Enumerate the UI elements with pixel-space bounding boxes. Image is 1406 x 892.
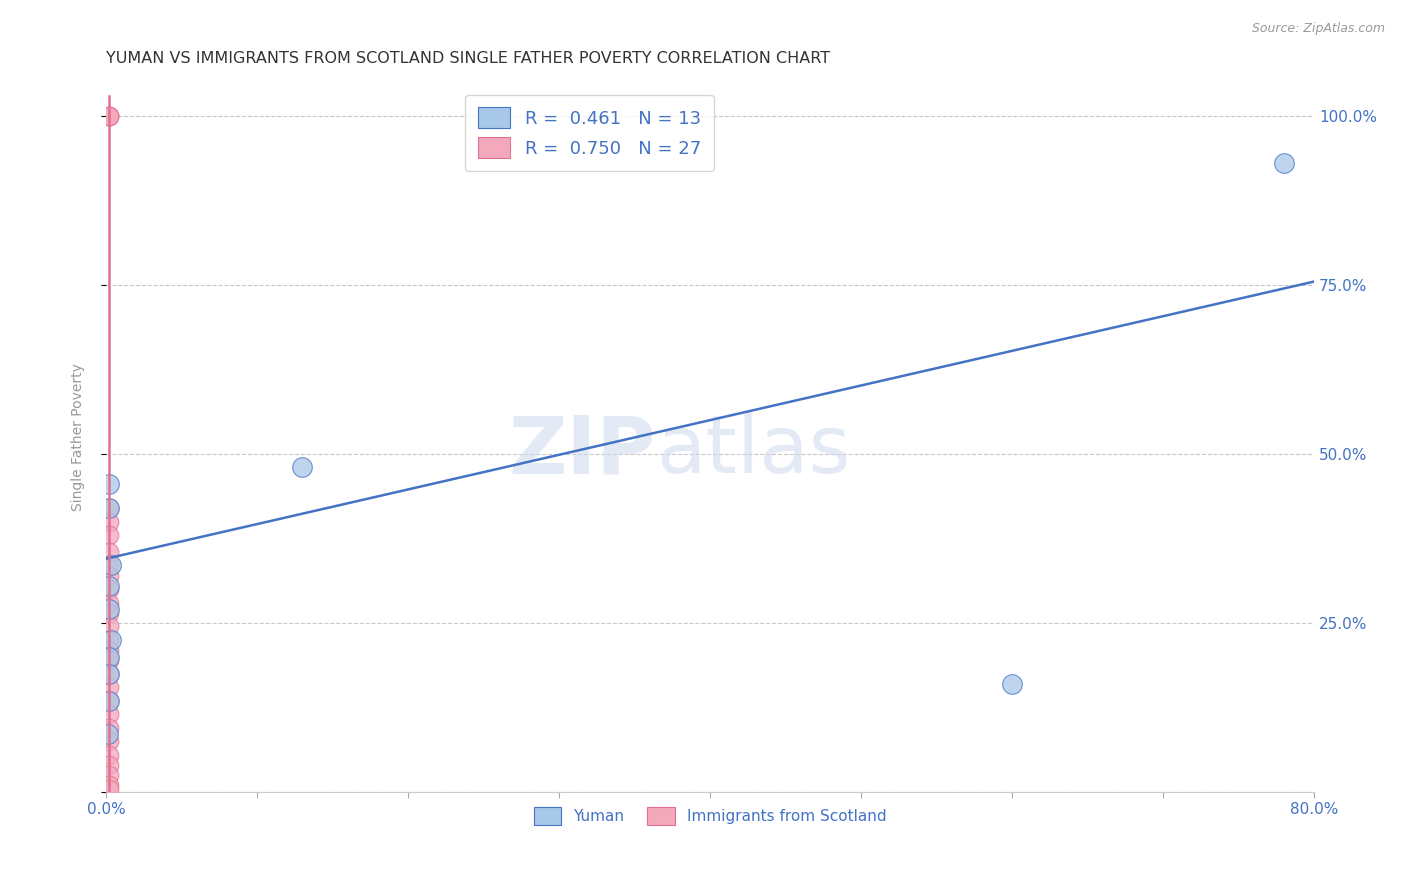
- Point: [98, 109, 121, 123]
- Text: Source: ZipAtlas.com: Source: ZipAtlas.com: [1251, 22, 1385, 36]
- Point: [98, 643, 121, 657]
- Point: [98, 582, 121, 596]
- Point: [98, 694, 121, 708]
- Point: [98, 747, 121, 762]
- Point: [98, 109, 121, 123]
- Point: [98, 558, 121, 573]
- Point: [98, 515, 121, 529]
- Point: [98, 666, 121, 681]
- Point: [98, 619, 121, 633]
- Point: [98, 109, 121, 123]
- Point: [98, 501, 121, 516]
- Point: [98, 666, 121, 681]
- Y-axis label: Single Father Poverty: Single Father Poverty: [72, 363, 86, 511]
- Text: YUMAN VS IMMIGRANTS FROM SCOTLAND SINGLE FATHER POVERTY CORRELATION CHART: YUMAN VS IMMIGRANTS FROM SCOTLAND SINGLE…: [105, 51, 830, 66]
- Point: [291, 460, 314, 475]
- Point: [100, 558, 122, 573]
- Point: [98, 707, 121, 722]
- Point: [98, 501, 121, 516]
- Point: [98, 596, 121, 610]
- Point: [98, 649, 121, 664]
- Text: atlas: atlas: [655, 412, 851, 491]
- Point: [98, 768, 121, 782]
- Point: [98, 477, 121, 491]
- Point: [98, 568, 121, 582]
- Point: [98, 545, 121, 559]
- Point: [1001, 677, 1024, 691]
- Point: [98, 758, 121, 772]
- Point: [98, 528, 121, 542]
- Point: [98, 782, 121, 797]
- Point: [98, 606, 121, 620]
- Point: [97, 727, 120, 741]
- Legend: Yuman, Immigrants from Scotland: Yuman, Immigrants from Scotland: [524, 798, 896, 834]
- Point: [98, 632, 121, 647]
- Point: [98, 694, 121, 708]
- Point: [100, 632, 122, 647]
- Point: [1272, 156, 1295, 170]
- Point: [98, 653, 121, 667]
- Point: [98, 778, 121, 792]
- Point: [98, 602, 121, 616]
- Text: ZIP: ZIP: [509, 412, 655, 491]
- Point: [98, 579, 121, 593]
- Point: [98, 680, 121, 694]
- Point: [98, 721, 121, 735]
- Point: [98, 734, 121, 748]
